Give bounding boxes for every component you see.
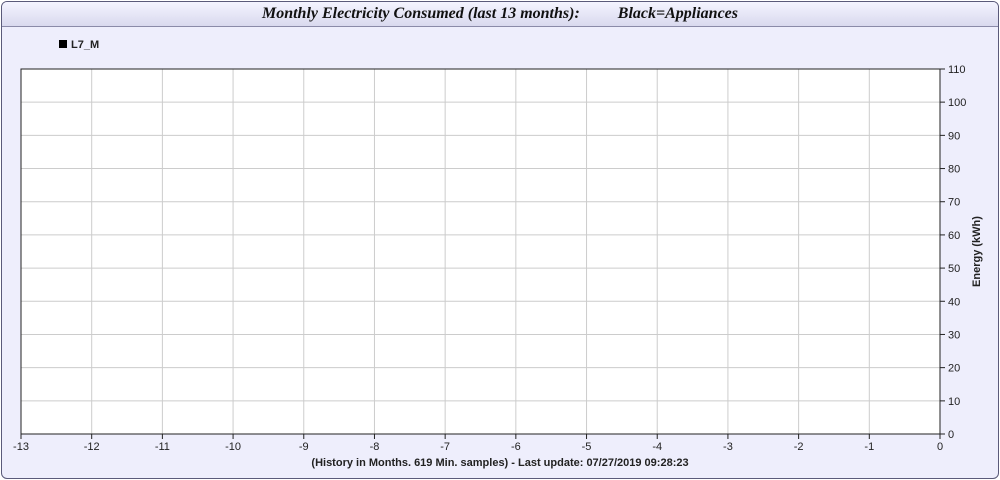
y-tick-label: 80 [948,164,960,176]
x-tick-label: -12 [84,441,100,453]
y-tick-label: 10 [948,396,960,408]
y-tick-label: 0 [948,429,954,441]
x-tick-label: -11 [155,441,170,453]
y-tick-label: 20 [948,363,960,375]
x-tick-label: -6 [511,441,521,453]
y-tick-label: 70 [948,197,960,209]
x-tick-label: -13 [13,441,29,453]
plot-border [20,68,941,435]
plot-area [21,69,940,434]
x-tick-label: -8 [370,441,380,453]
chart-subtitle: Black=Appliances [617,5,739,22]
y-tick-label: 50 [948,263,960,275]
x-tick-label: -7 [440,441,450,453]
x-tick-label: -2 [794,441,804,453]
y-axis-label: Energy (kWh) [971,216,983,287]
x-tick-label: -5 [582,441,592,453]
x-tick-label: 0 [937,441,943,453]
y-tick-label: 110 [948,64,966,76]
x-tick-label: -3 [723,441,733,453]
legend-label: L7_M [71,39,99,51]
footer-note: (History in Months. 619 Min. samples) - … [311,457,689,469]
x-tick-label: -9 [299,441,309,453]
y-tick-label: 30 [948,329,960,341]
y-tick-label: 90 [948,130,960,142]
legend-swatch [59,40,67,48]
x-tick-label: -4 [652,441,662,453]
chart-title: Monthly Electricity Consumed (last 13 mo… [261,5,580,22]
y-tick-label: 40 [948,296,960,308]
y-tick-label: 60 [948,230,960,242]
x-tick-label: -1 [864,441,874,453]
chart-title-bar: Monthly Electricity Consumed (last 13 mo… [2,2,998,27]
x-tick-label: -10 [225,441,241,453]
y-tick-label: 100 [948,97,966,109]
